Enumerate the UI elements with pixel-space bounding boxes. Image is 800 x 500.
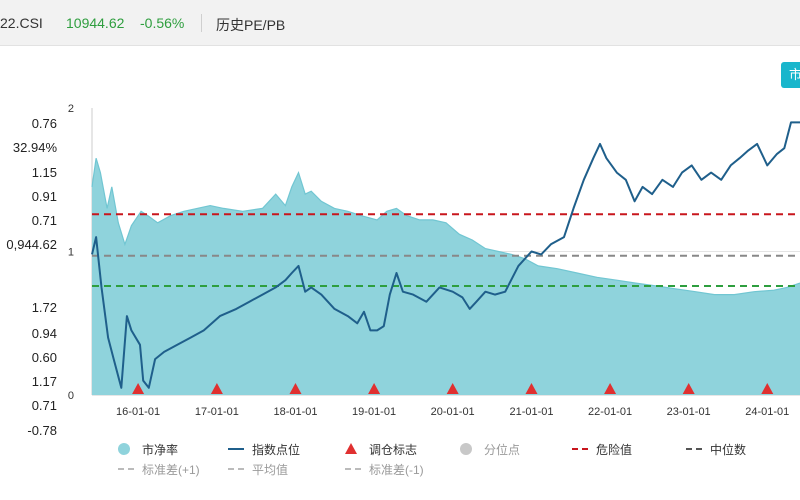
stat-value: 0.71 xyxy=(31,213,57,228)
index-line xyxy=(91,121,800,389)
stat-value: 1.72 xyxy=(31,300,57,315)
rebalance-marker xyxy=(525,383,538,394)
stat-value: 32.94% xyxy=(12,140,57,155)
rebalance-marker xyxy=(132,383,145,394)
triangle-icon xyxy=(345,443,357,454)
index-code: 22.CSI xyxy=(0,15,43,31)
y-tick-label: 1 xyxy=(68,247,74,259)
dashed-line-icon xyxy=(572,448,588,450)
dashed-line-icon xyxy=(118,468,134,470)
stat-value: -0.78 xyxy=(27,423,57,438)
legend-std-plus[interactable]: 标准差(+1) xyxy=(118,461,228,477)
dashed-line-icon xyxy=(345,468,361,470)
stat-value: 1.15 xyxy=(31,165,57,180)
rebalance-marker xyxy=(368,383,381,394)
market-toggle-button[interactable]: 市 xyxy=(781,62,800,88)
pb-area xyxy=(92,158,800,395)
legend-median[interactable]: 中位数 xyxy=(686,441,766,457)
legend-pb[interactable]: 市净率 xyxy=(118,441,198,457)
x-tick-label: 21-01-01 xyxy=(509,406,553,418)
x-tick-label: 17-01-01 xyxy=(195,406,239,418)
index-change: -0.56% xyxy=(140,15,185,31)
x-tick-label: 22-01-01 xyxy=(588,406,632,418)
rebalance-marker xyxy=(289,383,302,394)
page-title[interactable]: 历史PE/PB xyxy=(216,17,286,33)
stat-value: 1.17 xyxy=(31,374,57,389)
x-tick-label: 18-01-01 xyxy=(273,406,317,418)
legend-index[interactable]: 指数点位 xyxy=(228,441,318,457)
circle-icon xyxy=(460,443,472,455)
legend-average[interactable]: 平均值 xyxy=(228,461,318,477)
stat-value: 0.71 xyxy=(31,398,57,413)
legend-danger[interactable]: 危险值 xyxy=(572,441,652,457)
y-tick-label: 0 xyxy=(68,390,74,402)
stat-value: 0.91 xyxy=(31,189,57,204)
y-tick-label: 2 xyxy=(68,103,74,115)
legend-percentile[interactable]: 分位点 xyxy=(460,441,540,457)
header-divider xyxy=(201,14,202,32)
circle-icon xyxy=(118,443,130,455)
rebalance-marker xyxy=(210,383,223,394)
dashed-line-icon xyxy=(228,468,244,470)
x-tick-label: 24-01-01 xyxy=(745,406,789,418)
x-tick-label: 23-01-01 xyxy=(667,406,711,418)
x-tick-label: 16-01-01 xyxy=(116,406,160,418)
dashed-line-icon xyxy=(686,448,702,450)
rebalance-marker xyxy=(446,383,459,394)
index-value: 10944.62 xyxy=(66,15,125,31)
rebalance-marker xyxy=(761,383,774,394)
rebalance-marker xyxy=(604,383,617,394)
x-tick-label: 20-01-01 xyxy=(431,406,475,418)
stat-value: 0.94 xyxy=(31,326,57,341)
line-icon xyxy=(228,448,244,450)
stat-value: 0,944.62 xyxy=(6,237,57,252)
stat-value: 0.60 xyxy=(31,350,57,365)
rebalance-marker xyxy=(682,383,695,394)
legend-std-minus[interactable]: 标准差(-1) xyxy=(345,461,455,477)
pb-index-chart[interactable]: 2 1 0 16-01-01 17-01-01 18-01-01 19-01-01 20-01… xyxy=(0,0,800,420)
pb-line xyxy=(91,158,800,296)
stat-value: 0.76 xyxy=(31,116,57,131)
x-tick-label: 19-01-01 xyxy=(352,406,396,418)
header-bar: 22.CSI 10944.62 -0.56% 历史PE/PB xyxy=(0,0,800,46)
legend-rebalance[interactable]: 调仓标志 xyxy=(345,441,435,457)
